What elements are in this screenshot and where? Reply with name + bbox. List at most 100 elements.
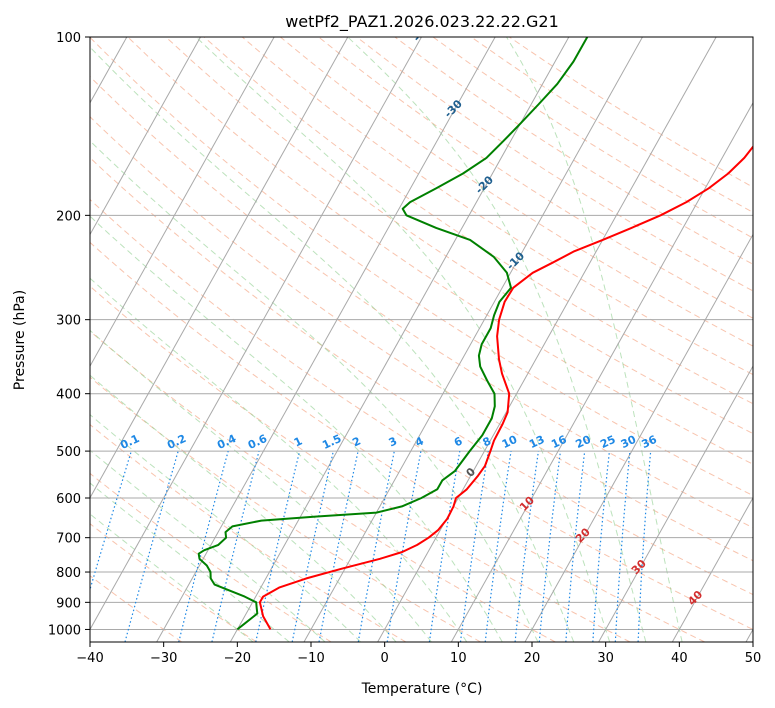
dry-adiabat-line	[165, 37, 753, 435]
y-tick-label: 800	[56, 566, 81, 581]
dry-adiabat-line	[90, 157, 753, 596]
moist-adiabat-line	[90, 414, 361, 642]
x-tick-label: 0	[381, 651, 389, 666]
dry-adiabat-line	[127, 37, 753, 465]
mixing-ratio-label: 0.4	[215, 432, 238, 452]
mixing-ratio-line	[255, 450, 301, 642]
plot-frame	[89, 36, 754, 643]
isotherm-line	[90, 37, 422, 631]
isotherm-line	[90, 37, 349, 499]
isotherm-label: 10	[517, 494, 537, 514]
mixing-ratio-line	[459, 451, 489, 642]
dry-adiabat-line	[280, 37, 753, 347]
x-tick-label: −20	[224, 651, 251, 666]
mixing-ratio-line	[211, 450, 260, 642]
moist-adiabat-line	[506, 37, 683, 642]
mixing-ratio-line	[291, 450, 334, 642]
y-tick-label: 500	[56, 445, 81, 460]
isotherm-line	[90, 37, 275, 368]
moist-adiabat-line	[90, 140, 539, 642]
mixing-ratio-label: 2	[350, 434, 362, 449]
temperature-profile-line	[258, 145, 753, 630]
isotherm-label: -30	[442, 97, 465, 120]
mixing-ratio-line	[514, 451, 539, 642]
moist-adiabat-line	[90, 46, 575, 642]
mixing-ratio-line	[614, 451, 631, 642]
moist-adiabat-line	[90, 329, 432, 642]
x-tick-label: 10	[450, 651, 467, 666]
y-tick-label: 600	[56, 492, 81, 507]
mixing-ratio-label: 0.1	[118, 432, 141, 452]
mixing-ratio-label: 1	[292, 434, 304, 449]
isotherm-label: -10	[504, 249, 527, 272]
mixing-ratio-label: 25	[598, 433, 617, 451]
dry-adiabat-line	[241, 37, 753, 376]
x-tick-label: 50	[745, 651, 762, 666]
dry-adiabat-line	[90, 330, 556, 642]
mixing-ratio-label: 13	[527, 433, 546, 451]
moist-adiabat-line	[347, 37, 647, 642]
x-tick-label: 20	[524, 651, 541, 666]
isotherm-line	[156, 37, 496, 642]
y-tick-label: 200	[56, 209, 81, 224]
dry-adiabat-line	[90, 75, 753, 529]
dry-adiabat-line	[90, 116, 753, 562]
dry-adiabat-line	[90, 376, 481, 642]
isotherm-line	[745, 628, 753, 642]
mixing-ratio-label: 20	[574, 433, 594, 451]
mixing-ratio-label: 6	[452, 434, 465, 449]
mixing-ratio-line	[428, 450, 461, 642]
mixing-ratio-line	[318, 450, 359, 642]
mixing-ratio-label: 3	[387, 434, 399, 449]
dewpoint-profile-line	[197, 37, 589, 631]
isotherm-line	[90, 37, 201, 236]
isotherm-line	[450, 101, 753, 642]
dry-adiabat-line	[90, 198, 753, 630]
isotherm-label: 20	[573, 525, 593, 545]
moist-adiabat-line	[90, 277, 468, 642]
isotherm-line	[524, 233, 753, 642]
x-axis-label: Temperature (°C)	[361, 681, 483, 697]
chart-title: wetPf2_PAZ1.2026.023.22.22.G21	[285, 12, 559, 32]
isotherm-line	[377, 37, 717, 642]
y-axis-label: Pressure (hPa)	[12, 290, 28, 390]
dry-adiabat-line	[509, 37, 753, 188]
moist-adiabat-line	[90, 482, 290, 642]
mixing-ratio-line	[565, 451, 586, 642]
mixing-ratio-label: 30	[619, 433, 639, 451]
mixing-ratio-line	[592, 451, 610, 642]
isotherm-line	[598, 365, 753, 642]
dry-adiabat-line	[394, 37, 753, 265]
dry-adiabat-line	[203, 37, 753, 405]
y-tick-label: 900	[56, 596, 81, 611]
isotherm-label: -20	[473, 173, 496, 196]
isotherm-line	[671, 496, 753, 642]
y-tick-label: 300	[56, 314, 81, 329]
x-tick-label: −40	[76, 651, 103, 666]
mixing-ratio-line	[124, 450, 179, 642]
y-tick-label: 100	[56, 31, 81, 46]
x-tick-label: −30	[150, 651, 177, 666]
mixing-ratio-line	[90, 450, 132, 592]
mixing-ratio-label: 10	[500, 433, 520, 451]
x-tick-label: 30	[597, 651, 614, 666]
mixing-ratio-label: 1.5	[320, 432, 343, 452]
dry-adiabat-line	[90, 523, 257, 642]
isotherm-line	[303, 37, 643, 642]
dry-adiabat-line	[90, 472, 332, 642]
mixing-ratio-label: 4	[413, 434, 426, 449]
isotherm-label: 30	[629, 557, 649, 577]
y-tick-label: 400	[56, 388, 81, 403]
dry-adiabat-line	[90, 37, 753, 497]
y-tick-label: 700	[56, 532, 81, 547]
isotherm-line	[229, 37, 570, 642]
x-tick-label: −10	[297, 651, 324, 666]
x-tick-label: 40	[671, 651, 688, 666]
moist-adiabat-line	[90, 449, 326, 642]
moist-adiabat-line	[90, 215, 503, 642]
mixing-ratio-label: 0.6	[246, 432, 269, 452]
mixing-ratio-label: 36	[640, 433, 660, 451]
dry-adiabat-line	[90, 241, 705, 642]
isotherm-label: -40	[411, 21, 434, 44]
